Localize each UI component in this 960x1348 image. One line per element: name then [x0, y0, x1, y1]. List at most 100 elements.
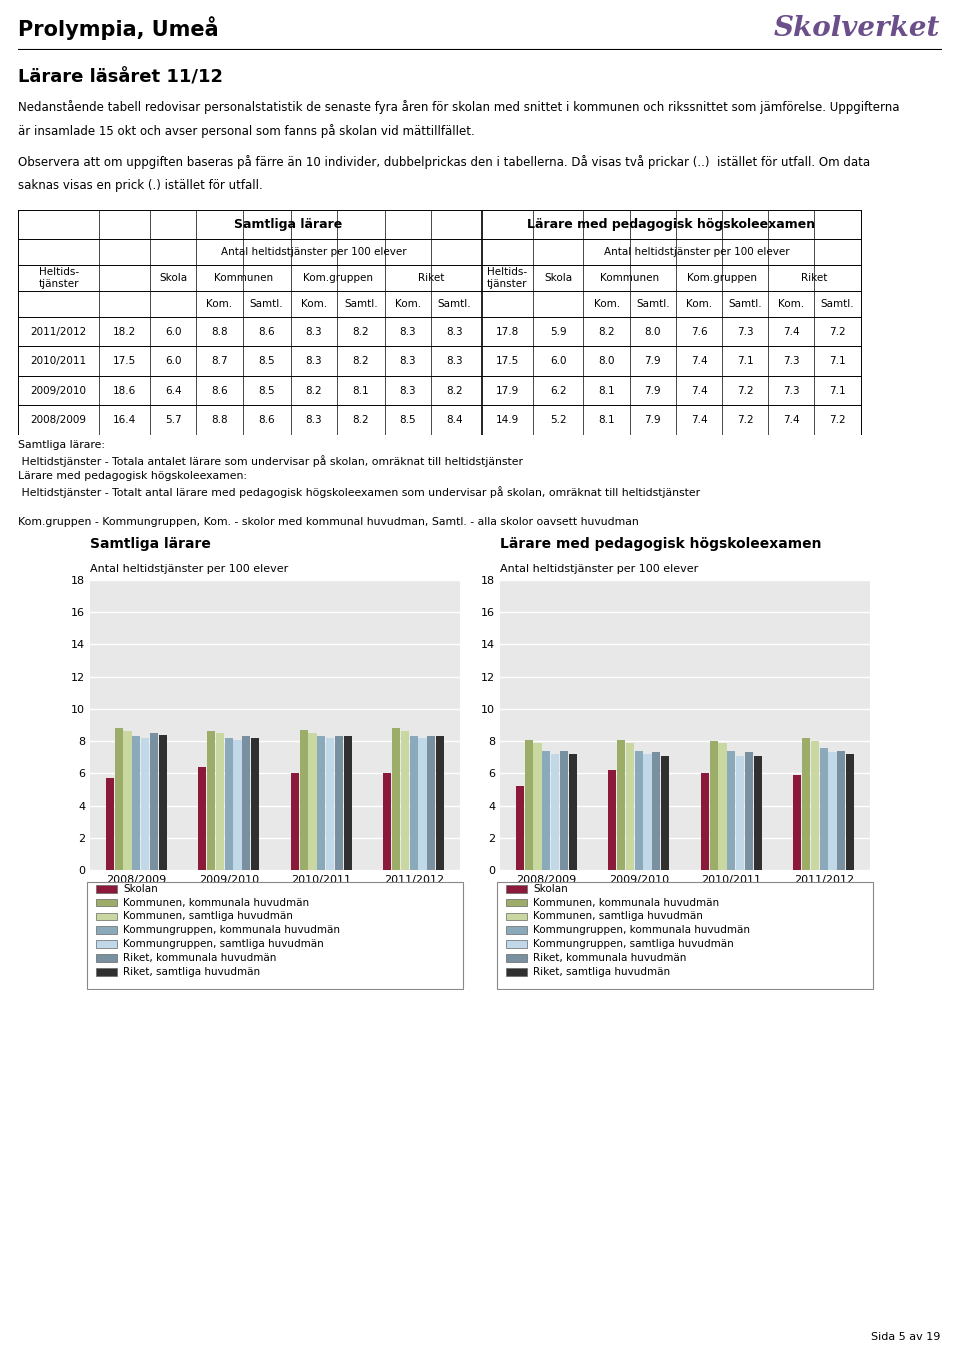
Text: Kommunen: Kommunen: [214, 274, 273, 283]
Text: Riket: Riket: [418, 274, 444, 283]
Bar: [436, 736, 444, 869]
Text: 2011/2012: 2011/2012: [31, 326, 86, 337]
Text: 8.2: 8.2: [352, 326, 369, 337]
Text: Kom.: Kom.: [300, 299, 326, 309]
Text: 2010/2011: 2010/2011: [31, 356, 86, 367]
Bar: [150, 733, 157, 869]
Text: 17.5: 17.5: [495, 356, 519, 367]
Text: 7.2: 7.2: [737, 386, 754, 396]
Text: Kom.: Kom.: [779, 299, 804, 309]
Text: 8.2: 8.2: [598, 326, 615, 337]
Text: 18.6: 18.6: [113, 386, 136, 396]
FancyBboxPatch shape: [96, 926, 117, 934]
Bar: [811, 741, 819, 869]
Text: är insamlade 15 okt och avser personal som fanns på skolan vid mättillfället.: är insamlade 15 okt och avser personal s…: [18, 124, 475, 139]
Text: 8.1: 8.1: [598, 386, 615, 396]
Text: Kom.: Kom.: [593, 299, 619, 309]
Text: Riket, samtliga huvudmän: Riket, samtliga huvudmän: [123, 967, 260, 977]
Bar: [344, 736, 351, 869]
Text: Kom.gruppen: Kom.gruppen: [687, 274, 757, 283]
Text: Heltids-
tjänster: Heltids- tjänster: [38, 267, 79, 288]
Bar: [427, 736, 436, 869]
Text: Skolan: Skolan: [533, 884, 567, 894]
Text: 8.1: 8.1: [598, 415, 615, 425]
Text: Riket, samtliga huvudmän: Riket, samtliga huvudmän: [533, 967, 670, 977]
Text: Samtliga lärare:: Samtliga lärare:: [18, 439, 105, 450]
Text: 8.3: 8.3: [305, 326, 322, 337]
Bar: [793, 775, 802, 869]
Text: 8.6: 8.6: [258, 415, 275, 425]
Bar: [242, 736, 251, 869]
Bar: [207, 732, 215, 869]
Bar: [727, 751, 735, 869]
Text: Samtl.: Samtl.: [250, 299, 283, 309]
Bar: [326, 737, 334, 869]
Text: 8.3: 8.3: [305, 415, 322, 425]
Text: 16.4: 16.4: [113, 415, 136, 425]
Text: 8.3: 8.3: [445, 326, 463, 337]
Text: Observera att om uppgiften baseras på färre än 10 individer, dubbelprickas den i: Observera att om uppgiften baseras på fä…: [18, 155, 870, 168]
Text: Kommungruppen, samtliga huvudmän: Kommungruppen, samtliga huvudmän: [533, 940, 733, 949]
Text: 8.3: 8.3: [445, 356, 463, 367]
Text: Antal heltidstjänster per 100 elever: Antal heltidstjänster per 100 elever: [90, 565, 288, 574]
Text: Antal heltidstjänster per 100 elever: Antal heltidstjänster per 100 elever: [604, 247, 789, 257]
Text: Kommungruppen, kommunala huvudmän: Kommungruppen, kommunala huvudmän: [123, 925, 340, 936]
Text: Heltidstjänster - Totala antalet lärare som undervisar på skolan, omräknat till : Heltidstjänster - Totala antalet lärare …: [18, 456, 523, 468]
Bar: [534, 743, 541, 869]
Bar: [106, 778, 114, 869]
Bar: [754, 756, 761, 869]
Bar: [251, 737, 259, 869]
Text: 7.9: 7.9: [644, 386, 661, 396]
Text: Skola: Skola: [544, 274, 572, 283]
Bar: [846, 754, 854, 869]
Text: Kommunen, samtliga huvudmän: Kommunen, samtliga huvudmän: [533, 911, 703, 922]
Bar: [199, 767, 206, 869]
Text: Skola: Skola: [159, 274, 187, 283]
Text: Lärare med pedagogisk högskoleexamen: Lärare med pedagogisk högskoleexamen: [500, 537, 822, 551]
Text: Samtl.: Samtl.: [729, 299, 762, 309]
Text: 7.4: 7.4: [783, 326, 800, 337]
Text: 5.7: 5.7: [165, 415, 181, 425]
Text: 8.3: 8.3: [399, 326, 417, 337]
Text: 7.9: 7.9: [644, 356, 661, 367]
Text: Riket: Riket: [802, 274, 828, 283]
FancyBboxPatch shape: [507, 926, 527, 934]
Bar: [401, 732, 409, 869]
Bar: [291, 774, 299, 869]
Text: Kommunen, kommunala huvudmän: Kommunen, kommunala huvudmän: [533, 898, 719, 907]
Bar: [745, 752, 753, 869]
Text: 17.8: 17.8: [495, 326, 519, 337]
Text: Lärare med pedagogisk högskoleexamen:: Lärare med pedagogisk högskoleexamen:: [18, 470, 247, 481]
Bar: [392, 728, 400, 869]
Text: Samtliga lärare: Samtliga lärare: [234, 218, 343, 231]
Text: Kommungruppen, kommunala huvudmän: Kommungruppen, kommunala huvudmän: [533, 925, 750, 936]
Text: 7.4: 7.4: [783, 415, 800, 425]
Text: 8.5: 8.5: [399, 415, 417, 425]
Text: 7.1: 7.1: [737, 356, 754, 367]
Bar: [410, 736, 418, 869]
Text: 7.4: 7.4: [690, 356, 708, 367]
Text: 18.2: 18.2: [113, 326, 136, 337]
Text: Prolympia, Umeå: Prolympia, Umeå: [18, 16, 219, 40]
Bar: [635, 751, 643, 869]
Bar: [383, 774, 392, 869]
Bar: [141, 737, 149, 869]
FancyBboxPatch shape: [96, 941, 117, 948]
Bar: [820, 748, 828, 869]
Text: 8.2: 8.2: [445, 386, 463, 396]
Text: 7.1: 7.1: [829, 386, 846, 396]
Text: Kom.: Kom.: [395, 299, 421, 309]
Text: Samtl.: Samtl.: [821, 299, 854, 309]
Bar: [124, 732, 132, 869]
Text: 6.2: 6.2: [550, 386, 566, 396]
Bar: [803, 737, 810, 869]
Text: 8.7: 8.7: [211, 356, 228, 367]
Bar: [661, 756, 669, 869]
Text: 8.2: 8.2: [352, 356, 369, 367]
Text: 8.4: 8.4: [445, 415, 463, 425]
Bar: [516, 786, 524, 869]
Bar: [419, 737, 426, 869]
Bar: [560, 751, 568, 869]
Bar: [551, 754, 559, 869]
Text: 7.3: 7.3: [737, 326, 754, 337]
